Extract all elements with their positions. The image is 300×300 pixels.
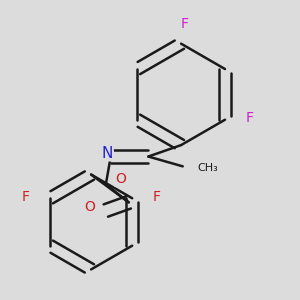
Text: F: F [180,17,188,31]
Text: F: F [22,190,29,204]
Text: N: N [102,146,113,161]
Text: O: O [115,172,126,186]
Text: O: O [84,200,95,214]
Text: F: F [153,190,161,204]
Text: CH₃: CH₃ [197,163,218,173]
Text: F: F [245,111,253,125]
